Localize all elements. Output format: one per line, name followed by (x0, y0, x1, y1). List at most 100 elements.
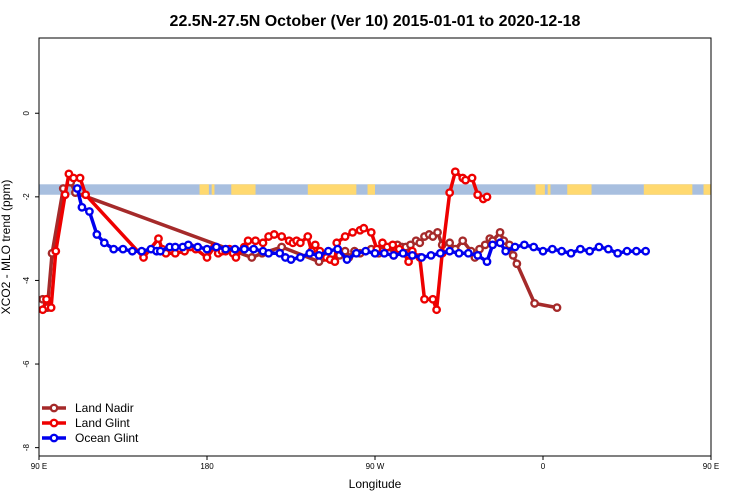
data-point (508, 250, 518, 260)
data-point (473, 250, 483, 260)
data-point (603, 244, 613, 254)
legend-entry: Land Glint (42, 416, 130, 430)
data-point (211, 242, 221, 252)
land-segment (367, 184, 375, 195)
data-point (538, 246, 548, 256)
data-point (193, 242, 203, 252)
data-point (155, 246, 165, 256)
data-point (467, 173, 477, 183)
data-point (594, 242, 604, 252)
data-point (512, 259, 522, 269)
data-point (286, 255, 296, 264)
data-point (351, 248, 361, 258)
data-point (269, 230, 279, 239)
data-point (415, 238, 425, 248)
data-point (361, 246, 371, 256)
land-segment (307, 184, 357, 195)
legend-marker (49, 418, 59, 428)
data-point (231, 253, 241, 262)
data-point (60, 190, 70, 200)
data-point (303, 232, 313, 241)
data-point (359, 223, 369, 233)
data-point (417, 253, 427, 262)
chart-title: 22.5N-27.5N October (Ver 10) 2015-01-01 … (170, 13, 581, 30)
series-ocean-glint (72, 184, 651, 267)
data-point (435, 248, 445, 258)
y-axis: 0 -2 -4 -6 -8 (22, 110, 39, 451)
data-point (77, 202, 87, 212)
data-point (585, 246, 595, 256)
x-tick-label: 90 E (31, 462, 47, 471)
legend-label: Land Glint (75, 416, 130, 430)
data-point (314, 250, 324, 260)
data-point (85, 207, 94, 216)
legend-label: Land Nadir (75, 401, 134, 415)
data-point (251, 236, 260, 246)
data-point (92, 230, 102, 239)
x-tick-label: 180 (200, 462, 214, 471)
data-point (370, 248, 380, 258)
data-point (495, 238, 505, 248)
data-point (530, 299, 539, 308)
data-point (432, 305, 441, 315)
data-point (310, 240, 320, 250)
data-point (519, 240, 529, 250)
x-tick-label: 90 W (366, 462, 385, 471)
y-axis-label: XCO2 - MLO trend (ppm) (0, 180, 13, 315)
data-point (258, 238, 268, 248)
y-tick-label: -8 (22, 444, 31, 452)
data-point (247, 253, 257, 262)
data-point (480, 240, 490, 250)
data-point (342, 255, 352, 264)
data-point (547, 244, 557, 254)
land-segment (703, 184, 711, 195)
data-point (99, 238, 109, 248)
data-point (249, 244, 259, 254)
data-point (51, 246, 61, 256)
data-point (42, 294, 51, 304)
data-point (420, 294, 429, 304)
data-point (305, 248, 315, 258)
data-point (39, 305, 48, 315)
data-point (450, 167, 460, 177)
data-point (404, 257, 413, 267)
data-point (552, 303, 562, 313)
legend-marker (49, 403, 59, 413)
legend-entry: Land Nadir (42, 401, 134, 415)
y-tick-label: -2 (22, 193, 31, 201)
data-point (221, 244, 231, 254)
data-point (454, 248, 464, 258)
data-point (473, 190, 483, 200)
data-point (46, 303, 56, 313)
data-point (463, 248, 473, 258)
data-point (154, 234, 163, 244)
data-point (495, 227, 505, 237)
data-point (529, 242, 539, 252)
legend-label: Ocean Glint (75, 431, 139, 445)
data-point (277, 232, 287, 241)
data-point (488, 240, 497, 250)
data-point (398, 248, 408, 258)
data-point (445, 238, 455, 248)
legend-entry: Ocean Glint (42, 431, 139, 445)
data-point (379, 248, 389, 258)
data-point (510, 242, 520, 252)
land-segment (547, 184, 551, 195)
data-point (81, 190, 91, 200)
data-point (275, 248, 285, 258)
data-point (170, 242, 180, 252)
data-point (239, 244, 249, 254)
data-point (613, 248, 623, 258)
data-point (482, 192, 492, 202)
data-point (348, 227, 357, 237)
data-point (202, 244, 212, 254)
data-point (127, 246, 137, 256)
data-point (641, 246, 651, 256)
y-tick-label: -4 (22, 276, 31, 284)
y-tick-label: -6 (22, 360, 31, 368)
data-point (631, 246, 641, 256)
data-point (501, 246, 511, 256)
data-point (407, 250, 417, 260)
data-point (243, 236, 253, 246)
